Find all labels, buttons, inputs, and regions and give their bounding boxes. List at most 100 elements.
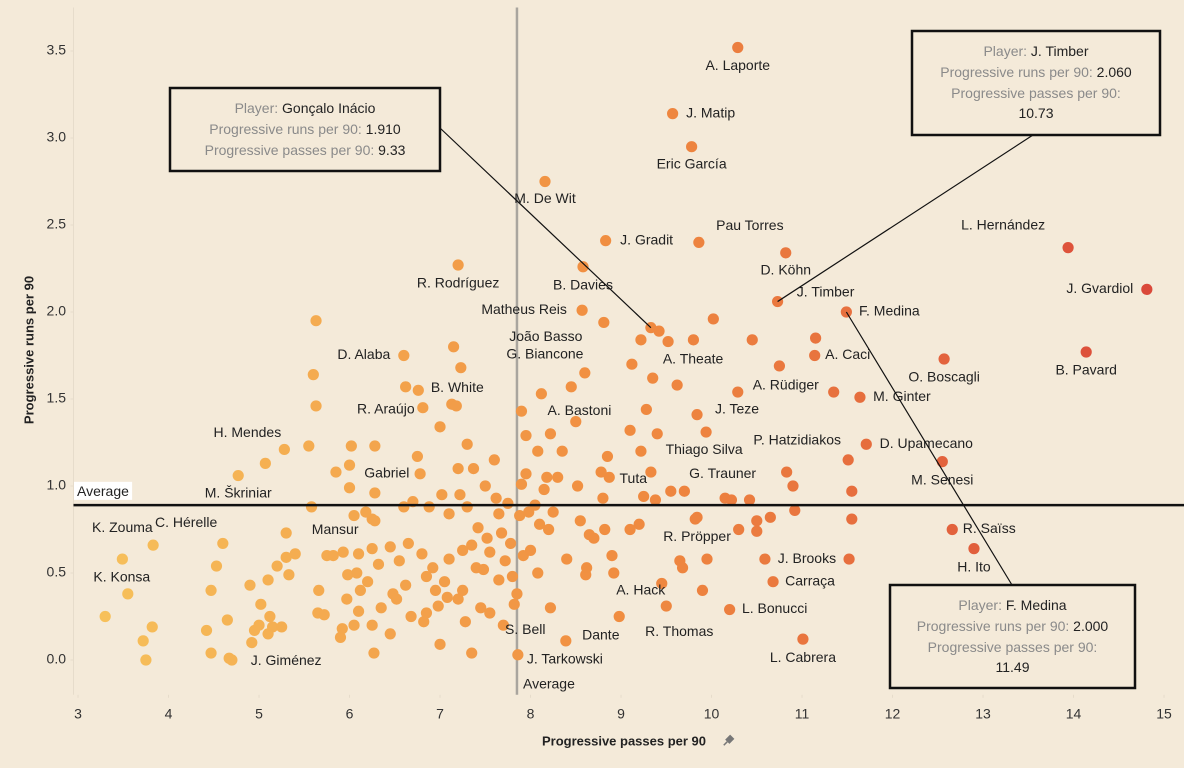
point (560, 635, 572, 647)
point-label: R. Pröpper (663, 528, 731, 544)
point (337, 546, 349, 558)
field-key: Progressive runs per 90: (940, 64, 1093, 80)
point-label: A. Bastoni (548, 402, 612, 418)
point (443, 508, 455, 520)
point (520, 429, 532, 442)
point (276, 621, 288, 633)
passes-value: 11.49 (996, 659, 1030, 675)
point (362, 576, 374, 588)
point (318, 609, 330, 621)
point (724, 603, 736, 616)
y-tick-label: 3.0 (47, 129, 67, 145)
point-label: Eric García (657, 155, 727, 171)
x-tick-label: 9 (617, 706, 625, 722)
point-label: K. Zouma (92, 519, 153, 535)
point (732, 386, 744, 398)
field-key: Player: (958, 597, 1002, 613)
point (511, 588, 523, 600)
point (810, 332, 822, 344)
point-label: A. Hack (616, 581, 666, 597)
point (633, 518, 645, 530)
point (532, 445, 544, 457)
point (305, 501, 318, 513)
point-label: D. Köhn (760, 262, 811, 278)
point (372, 558, 385, 570)
point-label: A. Laporte (705, 57, 770, 73)
point (532, 567, 544, 579)
point-label: Thiago Silva (666, 441, 743, 457)
point-label: B. White (431, 379, 484, 395)
passes-value: 9.33 (374, 142, 405, 158)
point-label: L. Hernández (961, 216, 1045, 232)
point (146, 621, 158, 633)
point (700, 426, 712, 438)
point (454, 489, 466, 501)
point (348, 619, 360, 631)
point (267, 621, 279, 633)
point (366, 543, 378, 555)
point (246, 637, 258, 649)
point (289, 548, 301, 560)
point (354, 584, 366, 597)
point (434, 638, 446, 650)
point-label: J. Gvardiol (1066, 280, 1133, 296)
annotation-line: Progressive runs per 90: 2.060 (940, 64, 1132, 80)
point-label: J. Tarkowski (527, 650, 603, 666)
field-key: Progressive runs per 90: (209, 121, 362, 137)
point (725, 494, 738, 506)
point (649, 494, 662, 506)
point-label: S. Bell (505, 621, 545, 637)
point (751, 515, 763, 527)
point (671, 379, 683, 391)
annotation-line: Progressive passes per 90: (928, 639, 1098, 655)
y-axis-title: Progressive runs per 90 (21, 276, 36, 424)
point (307, 369, 319, 381)
point (441, 591, 453, 603)
field-key: Progressive passes per 90: (928, 639, 1098, 655)
point (936, 456, 948, 468)
point (280, 551, 292, 563)
point (645, 466, 657, 478)
point (461, 501, 473, 513)
point (544, 428, 557, 440)
point-label: J. Brooks (778, 550, 836, 566)
point (846, 485, 858, 497)
point (368, 647, 380, 659)
field-key: Progressive runs per 90: (917, 618, 1070, 634)
point (561, 553, 573, 565)
point (140, 654, 152, 666)
point (343, 459, 356, 471)
x-tick-label: 5 (255, 706, 263, 722)
point (667, 108, 679, 120)
point (467, 463, 480, 475)
point (443, 553, 455, 565)
annotation-line: 11.49 (996, 659, 1030, 675)
point (327, 550, 339, 562)
point (475, 602, 487, 614)
y-tick-label: 1.0 (47, 477, 67, 493)
point (477, 563, 490, 576)
point (455, 362, 467, 374)
average-label-bg (74, 481, 133, 500)
point (579, 367, 591, 379)
point (598, 316, 610, 329)
point (479, 480, 491, 492)
point (423, 501, 435, 513)
point (691, 409, 703, 421)
point (493, 574, 505, 586)
point (613, 610, 625, 623)
runs-value: 2.000 (1069, 618, 1108, 634)
y-tick-label: 3.5 (47, 42, 67, 58)
point (524, 544, 537, 556)
point (99, 610, 111, 623)
annotation-line: Player: Gonçalo Inácio (235, 100, 376, 116)
point (434, 421, 446, 433)
point (571, 480, 584, 492)
point (448, 341, 460, 353)
point (466, 647, 478, 659)
y-tick-label: 0.0 (47, 651, 67, 667)
field-key: Progressive passes per 90: (205, 142, 375, 158)
x-tick-label: 15 (1156, 706, 1172, 722)
point (506, 570, 519, 583)
point (310, 315, 322, 327)
